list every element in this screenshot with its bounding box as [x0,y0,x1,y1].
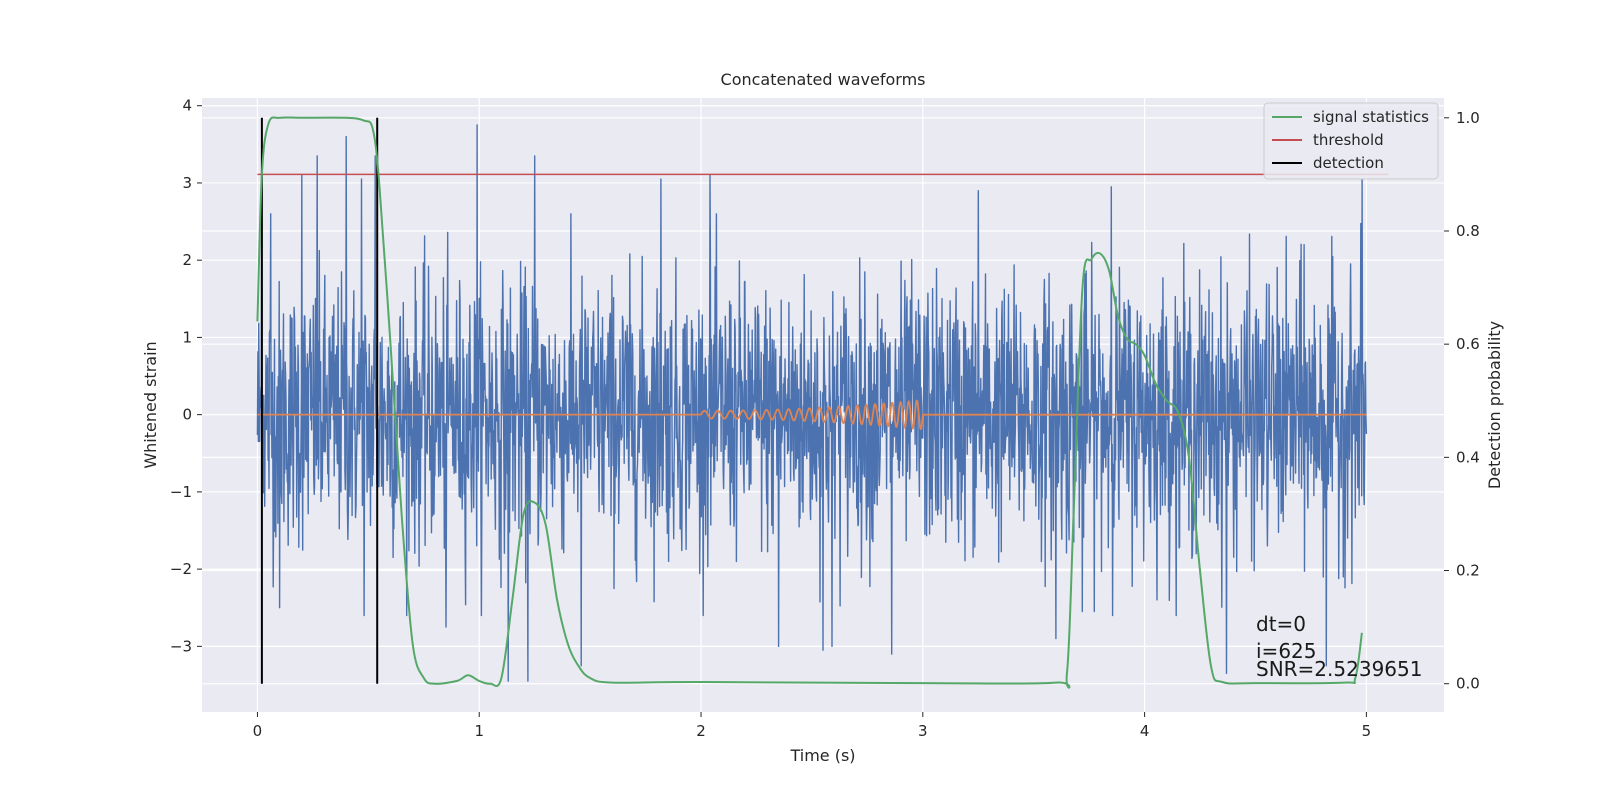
annotation-dt: dt=0 [1256,612,1306,636]
legend-label-signal-statistics: signal statistics [1313,108,1429,126]
y-tick-label: 0 [182,406,192,424]
legend-frame [1263,102,1439,180]
legend-label-threshold: threshold [1313,131,1384,149]
legend: signal statistics threshold detection [1263,102,1439,180]
y-tick-label: 2 [182,251,192,269]
template-line [257,399,1367,431]
y-right-tick-label: 0.0 [1456,675,1480,693]
y-right-tick-label: 0.4 [1456,448,1480,466]
annotation-snr: SNR=2.5239651 [1256,657,1422,681]
signal-statistics-line [256,116,1363,689]
x-tick-label: 3 [918,722,928,740]
detection-series [260,117,379,684]
strain-line [256,124,1368,682]
y-tick-label: 1 [182,328,192,346]
x-tick-label: 5 [1362,722,1372,740]
annotation-index: i=625 [1256,639,1317,663]
axis-ticks: 0 1 2 3 4 5 −3 −2 −1 0 1 2 3 4 0.0 0.2 0.4 0.6 0.8 1.0 [170,97,1480,740]
signal-statistics-series [256,116,1363,689]
y-tick-label: −2 [170,560,192,578]
y-axis-right-label: Detection probability [1485,321,1504,489]
y-axis-label: Whitened strain [141,341,160,468]
chart-title: Concatenated waveforms [721,70,926,89]
y-right-tick-label: 0.8 [1456,222,1480,240]
x-axis-label: Time (s) [789,746,855,765]
y-tick-label: −3 [170,637,192,655]
x-tick-label: 1 [474,722,484,740]
x-tick-label: 2 [696,722,706,740]
y-right-tick-label: 0.2 [1456,562,1480,580]
strain-series [256,124,1368,682]
y-tick-label: 4 [182,97,192,115]
legend-label-detection: detection [1313,154,1384,172]
y-right-tick-label: 1.0 [1456,109,1480,127]
y-right-tick-label: 0.6 [1456,335,1480,353]
template-series [257,399,1367,431]
y-tick-label: −1 [170,483,192,501]
x-tick-label: 0 [253,722,263,740]
y-tick-label: 3 [182,174,192,192]
x-tick-label: 4 [1140,722,1150,740]
